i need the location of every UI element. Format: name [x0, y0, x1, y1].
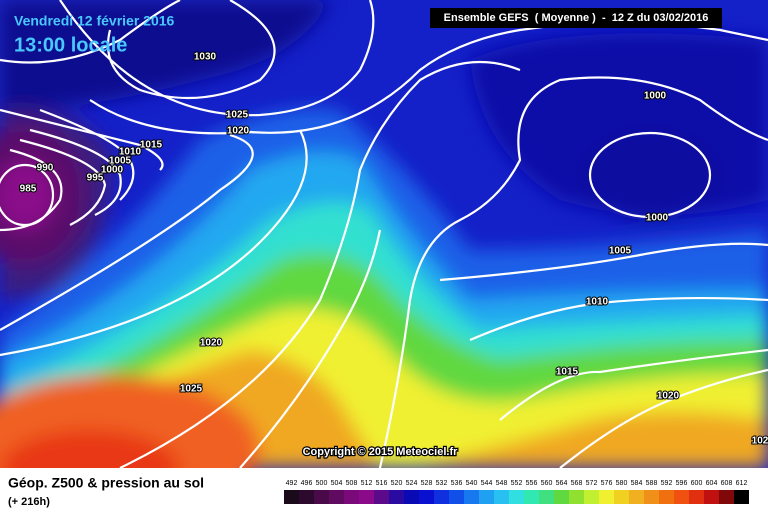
- colorbar-label: 588: [646, 480, 658, 487]
- colorbar-label: 604: [706, 480, 718, 487]
- colorbar-swatch: [419, 490, 434, 504]
- isobar-label: 102: [752, 436, 768, 447]
- colorbar-swatch: [404, 490, 419, 504]
- isobars: [0, 0, 768, 468]
- isobar-label: 1000: [646, 213, 669, 224]
- colorbar-swatch: [644, 490, 659, 504]
- isobar-label: 1025: [180, 384, 203, 395]
- colorbar-label: 572: [586, 480, 598, 487]
- isobar-label: 995: [87, 173, 104, 184]
- colorbar-swatch: [434, 490, 449, 504]
- colorbar-label: 560: [541, 480, 553, 487]
- colorbar-label: 524: [406, 480, 418, 487]
- colorbar-swatch: [449, 490, 464, 504]
- copyright: Copyright © 2015 Meteociel.fr: [303, 446, 459, 458]
- model: Ensemble GEFS ( Moyenne ) - 12 Z du 03/0…: [444, 12, 709, 24]
- colorbar-swatch: [344, 490, 359, 504]
- colorbar-label: 580: [616, 480, 628, 487]
- colorbar-swatch: [374, 490, 389, 504]
- model-box: [430, 8, 722, 28]
- colorbar-label: 584: [631, 480, 643, 487]
- colorbar-swatch: [554, 490, 569, 504]
- colorbar-label: 520: [391, 480, 403, 487]
- isobar-label: 1020: [227, 126, 250, 137]
- colorbar-swatch: [704, 490, 719, 504]
- colorbar-label: 596: [676, 480, 688, 487]
- isobar-label: 990: [37, 163, 54, 174]
- colorbar-label: 528: [421, 480, 433, 487]
- colorbar-label: 568: [571, 480, 583, 487]
- colorbar-label: 600: [691, 480, 703, 487]
- colorbar-label: 544: [481, 480, 493, 487]
- colorbar-swatch: [329, 490, 344, 504]
- time: 13:00 locale: [14, 34, 127, 56]
- colorbar-label: 612: [736, 480, 748, 487]
- colorbar-label: 592: [661, 480, 673, 487]
- colorbar-label: 532: [436, 480, 448, 487]
- colorbar-swatch: [389, 490, 404, 504]
- colorbar-label: 548: [496, 480, 508, 487]
- colorbar-swatch: [659, 490, 674, 504]
- colorbar-swatch: [629, 490, 644, 504]
- isobar-label: 1005: [109, 156, 132, 167]
- colorbar-swatch: [464, 490, 479, 504]
- colorbar-label: 536: [451, 480, 463, 487]
- colorbar-swatch: [539, 490, 554, 504]
- isobar-label: 1030: [194, 52, 217, 63]
- isobar-label: 1010: [119, 147, 142, 158]
- colorbar-label: 508: [346, 480, 358, 487]
- colorbar-label: 492: [286, 480, 298, 487]
- colorbar-swatch: [689, 490, 704, 504]
- colorbar-swatch: [674, 490, 689, 504]
- colorbar-label: 516: [376, 480, 388, 487]
- colorbar-swatch: [509, 490, 524, 504]
- colorbar-label: 500: [316, 480, 328, 487]
- colorbar-label: 504: [331, 480, 343, 487]
- colorbar-swatch: [314, 490, 329, 504]
- colorbar-swatch: [479, 490, 494, 504]
- isobar-label: 1000: [644, 91, 667, 102]
- colorbar-swatch: [599, 490, 614, 504]
- colorbar-label: 576: [601, 480, 613, 487]
- colorbar-swatch: [284, 490, 299, 504]
- isobar-label: 1015: [140, 140, 163, 151]
- isobar-label: 1025: [226, 110, 249, 121]
- isobar-label: 1020: [200, 338, 223, 349]
- colorbar-label: 552: [511, 480, 523, 487]
- footer-title: Géop. Z500 & pression au sol: [8, 475, 204, 491]
- colorbar-swatch: [614, 490, 629, 504]
- colorbar-swatch: [524, 490, 539, 504]
- colorbar-swatch: [569, 490, 584, 504]
- isobar-label: 1010: [586, 297, 609, 308]
- isobar-label: 1020: [657, 391, 680, 402]
- colorbar-swatch: [299, 490, 314, 504]
- colorbar-swatch: [359, 490, 374, 504]
- colorbar-label: 608: [721, 480, 733, 487]
- colorbar-label: 540: [466, 480, 478, 487]
- colorbar-swatch: [734, 490, 749, 504]
- footer-lead: (+ 216h): [8, 496, 50, 508]
- isobar-label: 985: [20, 184, 37, 195]
- isobar-label: 1000: [101, 165, 124, 176]
- colorbar-swatch: [584, 490, 599, 504]
- colorbar: 492 496 500 504 508 512 516 520 524 528 532 536 540 5…: [284, 480, 749, 504]
- colorbar-swatch: [719, 490, 734, 504]
- colorbar-label: 496: [301, 480, 313, 487]
- colorbar-label: 512: [361, 480, 373, 487]
- isobar-label: 1015: [556, 367, 579, 378]
- isobar-label: 1005: [609, 246, 632, 257]
- date: Vendredi 12 février 2016: [14, 13, 175, 29]
- colorbar-swatch: [494, 490, 509, 504]
- colorbar-label: 564: [556, 480, 568, 487]
- colorbar-label: 556: [526, 480, 538, 487]
